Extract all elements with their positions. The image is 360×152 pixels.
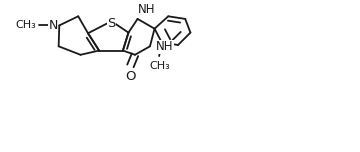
Text: O: O bbox=[148, 59, 158, 72]
Text: O: O bbox=[125, 70, 136, 83]
Text: S: S bbox=[107, 17, 116, 30]
Text: CH₃: CH₃ bbox=[16, 20, 36, 30]
Text: CH₃: CH₃ bbox=[149, 61, 170, 71]
Text: N: N bbox=[48, 19, 58, 32]
Text: NH: NH bbox=[138, 3, 156, 16]
Text: NH: NH bbox=[156, 40, 174, 54]
